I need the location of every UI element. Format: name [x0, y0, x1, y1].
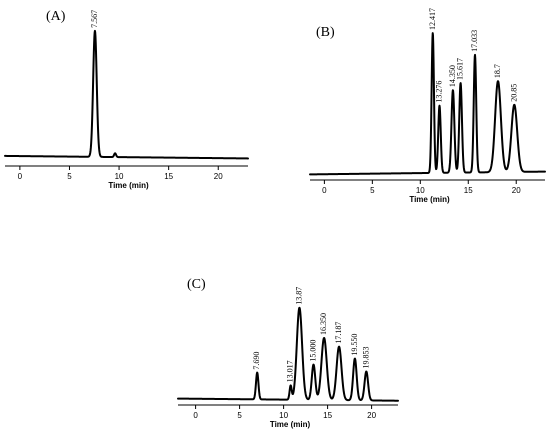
peak-label: 17.033	[470, 30, 479, 52]
chromatogram-trace	[177, 306, 399, 402]
peak-label: 15.617	[456, 58, 465, 80]
peak-label: 14.350	[448, 65, 457, 87]
x-axis-title: Time (min)	[409, 195, 450, 204]
peak-label: 13.276	[434, 81, 443, 103]
peak-label: 7.690	[252, 352, 261, 370]
peak-label: 7.567	[90, 10, 99, 28]
peak-label: 12.417	[428, 8, 437, 30]
peak-label: 13.017	[286, 360, 295, 382]
x-tick-label: 5	[237, 411, 242, 420]
chromatogram-trace	[4, 29, 249, 160]
x-tick-label: 15	[464, 186, 473, 195]
x-tick-label: 20	[512, 186, 521, 195]
peak-label: 17.187	[334, 322, 343, 344]
peak-label: 19.550	[350, 334, 359, 356]
panel-label: (B)	[316, 25, 335, 40]
x-tick-label: 5	[370, 186, 375, 195]
x-tick-label: 20	[214, 172, 223, 181]
peak-label: 18.7	[493, 64, 502, 78]
x-tick-label: 10	[416, 186, 425, 195]
peak-label: 20.85	[509, 84, 518, 102]
x-tick-label: 5	[67, 172, 72, 181]
chart-panel-1: (A) 0 5 10 15 20 Time (min) 7.567	[4, 9, 249, 190]
peak-label: 16.350	[319, 313, 328, 335]
x-tick-label: 0	[18, 172, 23, 181]
x-tick-label: 15	[323, 411, 332, 420]
x-axis-title: Time (min)	[270, 420, 311, 429]
x-tick-label: 10	[279, 411, 288, 420]
x-tick-label: 15	[164, 172, 173, 181]
chromatogram-trace	[309, 32, 546, 176]
peak-label: 13.87	[294, 287, 303, 305]
panel-label: (A)	[46, 9, 66, 24]
peak-label: 19.853	[361, 347, 370, 369]
x-tick-label: 0	[193, 411, 198, 420]
x-tick-label: 0	[322, 186, 327, 195]
peak-label: 15.000	[309, 340, 318, 362]
x-tick-label: 20	[367, 411, 376, 420]
chart-panel-3: (C) 0 5 10 15 20 Time (min) 7.690 13.017 13.87 15.…	[177, 277, 399, 429]
panel-label: (C)	[187, 277, 206, 292]
x-axis-title: Time (min)	[108, 181, 149, 190]
x-tick-label: 10	[115, 172, 124, 181]
